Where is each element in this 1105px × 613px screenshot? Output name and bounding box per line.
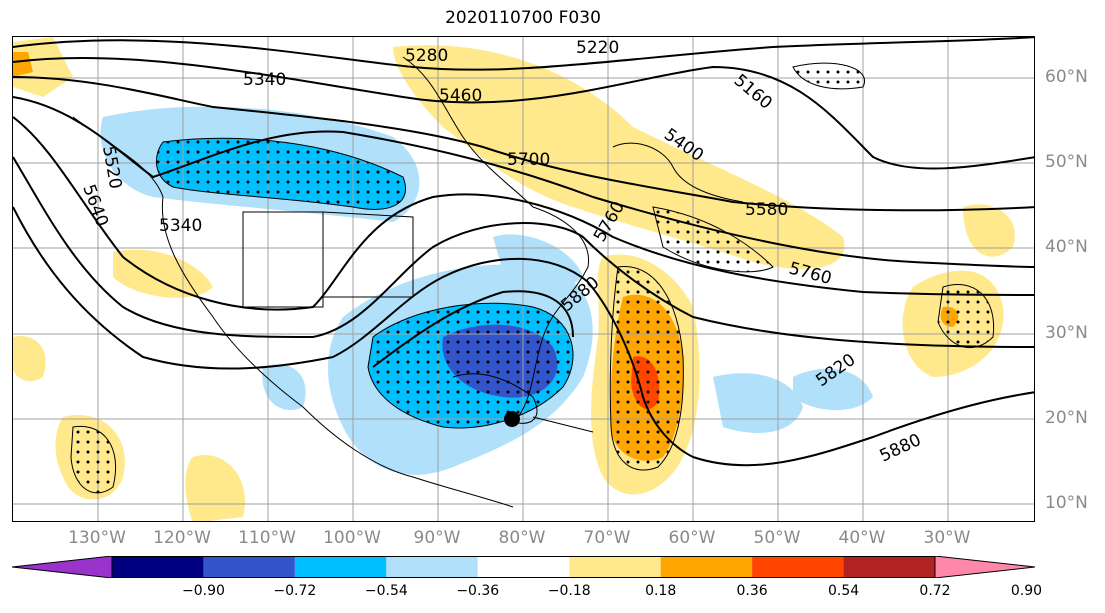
- map-panel: 5280 5220 5340 5460 5160 5400 5700 5580 …: [12, 36, 1035, 522]
- lon-label: 80°W: [498, 528, 546, 548]
- colorbar-tick-label: 0.54: [827, 583, 860, 599]
- colorbar-tick-label: 0.72: [919, 583, 951, 599]
- lat-label: 10°N: [1045, 493, 1088, 513]
- colorbar-segment: [843, 556, 935, 578]
- colorbar-tick-label: −0.36: [456, 583, 500, 599]
- lat-label: 50°N: [1045, 152, 1088, 172]
- colorbar-tick-label: −0.54: [364, 583, 408, 599]
- colorbar: [12, 556, 1035, 578]
- colorbar-tick-label: −0.18: [547, 583, 591, 599]
- contour-label: 5880: [877, 430, 925, 466]
- lon-label: 40°W: [838, 528, 886, 548]
- lat-label: 60°N: [1045, 67, 1088, 87]
- colorbar-tick-label: −0.72: [273, 583, 317, 599]
- map-canvas: 5280 5220 5340 5460 5160 5400 5700 5580 …: [13, 37, 1034, 521]
- lat-label: 40°N: [1045, 237, 1088, 257]
- lon-label: 30°W: [923, 528, 971, 548]
- colorbar-segment: [203, 556, 295, 578]
- lon-label: 100°W: [323, 528, 381, 548]
- colorbar-segment: [660, 556, 753, 578]
- colorbar-segment: [112, 556, 204, 578]
- contour-label: 5460: [439, 86, 482, 106]
- colorbar-segment: [386, 556, 478, 578]
- lon-label: 70°W: [583, 528, 631, 548]
- lon-label: 130°W: [68, 528, 126, 548]
- colorbar-tick-label: 0.90: [1010, 583, 1043, 599]
- colorbar-tick-label: 0.18: [645, 583, 677, 599]
- colorbar-segment: [294, 556, 387, 578]
- lon-label: 110°W: [238, 528, 296, 548]
- contour-label: 5340: [159, 216, 202, 236]
- significance-stippling: [70, 62, 995, 494]
- lon-label: 60°W: [668, 528, 716, 548]
- colorbar-tick-label: −0.90: [181, 583, 225, 599]
- location-marker: [504, 411, 520, 427]
- map-title: 2020110700 F030: [445, 8, 601, 28]
- contour-label: 5580: [745, 200, 788, 220]
- lon-label: 120°W: [153, 528, 211, 548]
- colorbar-extend-low: [12, 556, 113, 578]
- contour-label: 5340: [243, 70, 286, 90]
- colorbar-extend-high: [934, 556, 1035, 578]
- lon-label: 50°W: [753, 528, 801, 548]
- contour-label: 5220: [576, 38, 619, 58]
- colorbar-segment: [752, 556, 844, 578]
- lat-label: 30°N: [1045, 323, 1088, 343]
- colorbar-tick-label: 0.36: [736, 583, 768, 599]
- lat-label: 20°N: [1045, 408, 1088, 428]
- lon-label: 90°W: [413, 528, 461, 548]
- contour-label: 5700: [507, 150, 550, 170]
- contour-label: 5280: [405, 46, 448, 66]
- height-contours: [13, 37, 1034, 467]
- colorbar-segment: [477, 556, 570, 578]
- colorbar-segment: [569, 556, 661, 578]
